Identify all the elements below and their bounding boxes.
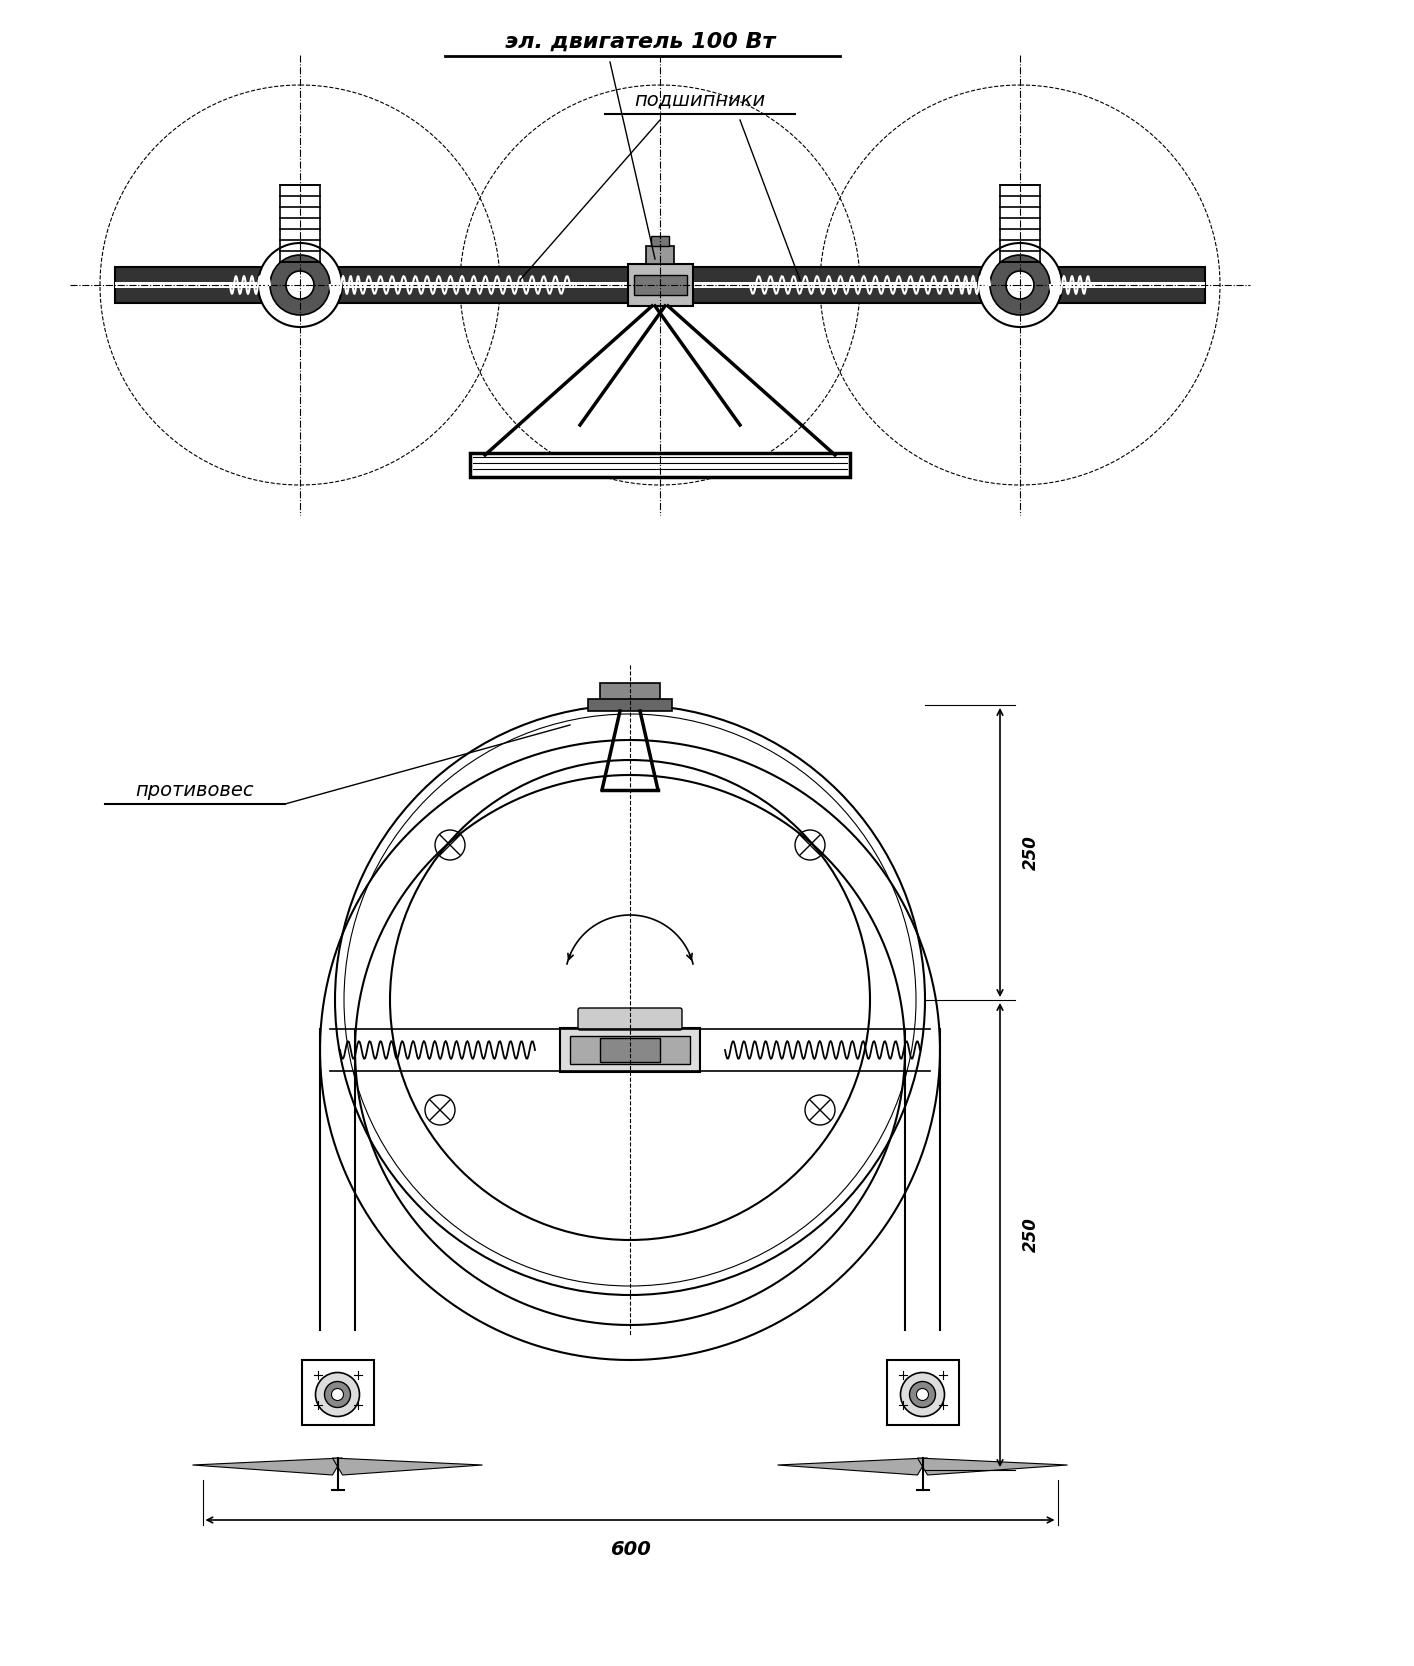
- Bar: [600, 1038, 660, 1061]
- Circle shape: [286, 272, 314, 298]
- Circle shape: [916, 1388, 929, 1401]
- Bar: [650, 237, 669, 247]
- Polygon shape: [918, 1458, 1068, 1474]
- Polygon shape: [778, 1458, 928, 1474]
- Circle shape: [909, 1381, 936, 1408]
- Bar: [280, 185, 320, 262]
- Bar: [633, 275, 687, 295]
- Polygon shape: [192, 1458, 342, 1474]
- Bar: [646, 247, 674, 263]
- Text: эл. двигатель 100 Вт: эл. двигатель 100 Вт: [505, 32, 775, 52]
- Bar: [600, 683, 660, 701]
- Bar: [115, 282, 1205, 288]
- Bar: [1000, 185, 1041, 262]
- Circle shape: [901, 1373, 945, 1416]
- Text: 250: 250: [1022, 1218, 1041, 1253]
- Circle shape: [270, 255, 329, 315]
- Text: подшипники: подшипники: [635, 90, 765, 110]
- FancyBboxPatch shape: [578, 1008, 682, 1030]
- Bar: [628, 263, 693, 307]
- Bar: [301, 1359, 373, 1424]
- Bar: [115, 267, 1205, 303]
- Circle shape: [990, 255, 1051, 315]
- Bar: [570, 1036, 690, 1065]
- Circle shape: [257, 243, 342, 327]
- Bar: [887, 1359, 959, 1424]
- Bar: [588, 700, 672, 711]
- Text: противовес: противовес: [136, 780, 255, 800]
- Text: 600: 600: [609, 1539, 650, 1559]
- Circle shape: [324, 1381, 351, 1408]
- Circle shape: [331, 1388, 344, 1401]
- Circle shape: [978, 243, 1062, 327]
- Circle shape: [1005, 272, 1034, 298]
- Polygon shape: [332, 1458, 482, 1474]
- Bar: [469, 453, 850, 476]
- Bar: [560, 1028, 700, 1071]
- Circle shape: [315, 1373, 359, 1416]
- Text: 250: 250: [1022, 835, 1041, 870]
